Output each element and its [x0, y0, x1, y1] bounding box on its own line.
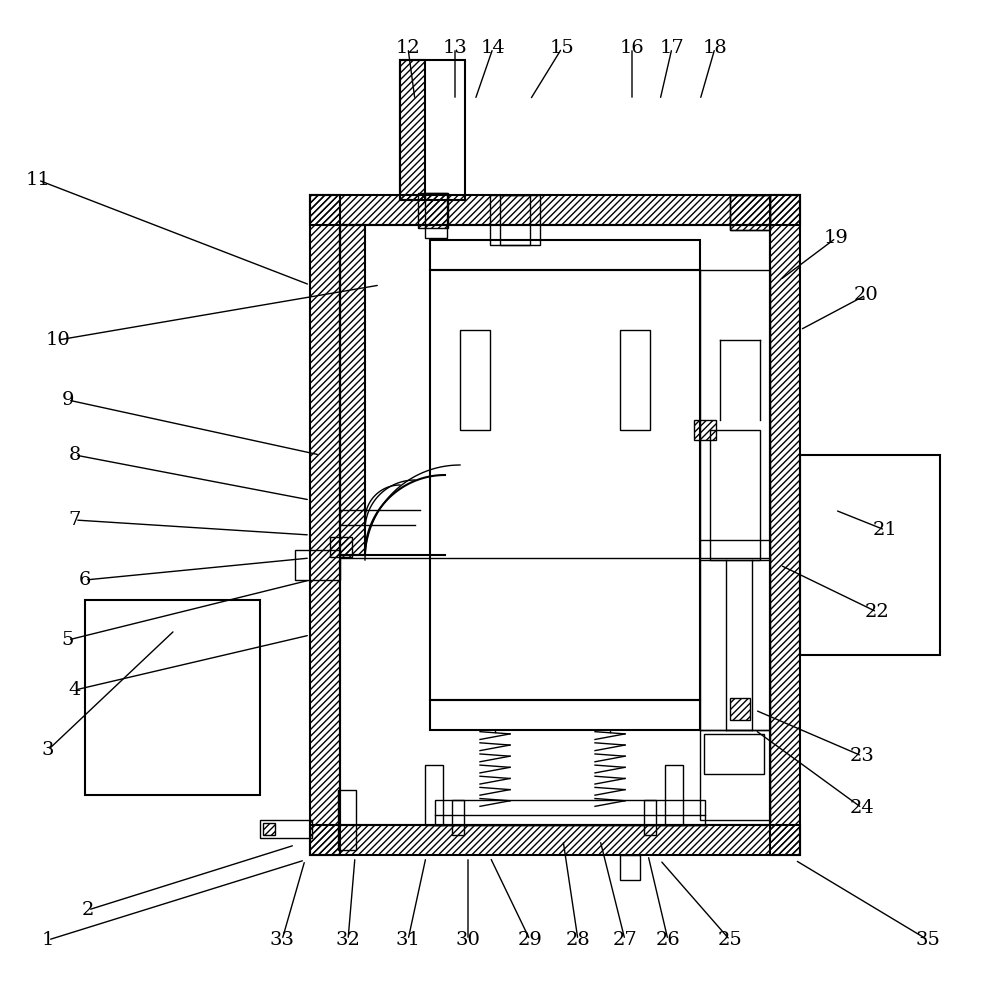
Bar [435, 800, 705, 825]
Text: 2: 2 [82, 901, 94, 919]
Text: 13: 13 [443, 39, 467, 57]
Bar [425, 765, 443, 825]
Bar [694, 420, 716, 440]
Bar [418, 193, 448, 228]
Bar [704, 734, 764, 774]
Bar [710, 430, 760, 560]
Bar [644, 800, 656, 835]
Bar [730, 698, 750, 720]
Bar [700, 270, 770, 730]
Text: 31: 31 [396, 931, 420, 949]
Text: 23: 23 [850, 747, 874, 765]
Text: 22: 22 [865, 603, 889, 621]
Text: 16: 16 [620, 39, 644, 57]
Text: 9: 9 [62, 391, 74, 409]
Text: 25: 25 [718, 931, 742, 949]
Bar [490, 195, 540, 245]
Text: 12: 12 [396, 39, 420, 57]
Bar [430, 700, 700, 730]
Bar [310, 195, 340, 855]
Bar [620, 330, 650, 430]
Text: 1: 1 [42, 931, 54, 949]
Text: 35: 35 [916, 931, 940, 949]
Bar [770, 195, 800, 855]
Text: 15: 15 [550, 39, 574, 57]
Bar [800, 455, 940, 655]
Bar [263, 823, 275, 835]
Text: 26: 26 [656, 931, 680, 949]
Text: 5: 5 [62, 631, 74, 649]
Text: 14: 14 [481, 39, 505, 57]
Bar [330, 537, 352, 557]
Text: 29: 29 [518, 931, 542, 949]
Bar [460, 330, 490, 430]
Text: 11: 11 [26, 171, 50, 189]
Text: 28: 28 [566, 931, 590, 949]
Text: 32: 32 [336, 931, 360, 949]
Text: 24: 24 [850, 799, 874, 817]
Bar [310, 195, 800, 225]
Bar [500, 195, 530, 245]
Text: 21: 21 [873, 521, 897, 539]
Bar [260, 820, 312, 838]
Bar [665, 765, 683, 825]
Bar [340, 225, 365, 555]
Bar [310, 825, 800, 855]
Bar [700, 730, 770, 820]
Text: 33: 33 [270, 931, 294, 949]
Text: 10: 10 [46, 331, 70, 349]
Bar [85, 600, 260, 795]
Bar [730, 195, 770, 230]
Bar [425, 193, 447, 238]
Text: 7: 7 [69, 511, 81, 529]
Bar [400, 60, 465, 200]
Text: 30: 30 [456, 931, 480, 949]
Bar [400, 60, 425, 200]
Bar [620, 855, 640, 880]
Text: 19: 19 [824, 229, 848, 247]
Text: 18: 18 [703, 39, 727, 57]
Text: 8: 8 [69, 446, 81, 464]
Bar [338, 790, 356, 850]
Text: 27: 27 [613, 931, 637, 949]
Text: 4: 4 [69, 681, 81, 699]
Text: 6: 6 [79, 571, 91, 589]
Bar [730, 195, 770, 230]
Text: 3: 3 [42, 741, 54, 759]
Bar [295, 550, 340, 580]
Bar [430, 240, 700, 270]
Text: 20: 20 [854, 286, 878, 304]
Text: 17: 17 [660, 39, 684, 57]
Bar [452, 800, 464, 835]
Bar [430, 270, 700, 700]
